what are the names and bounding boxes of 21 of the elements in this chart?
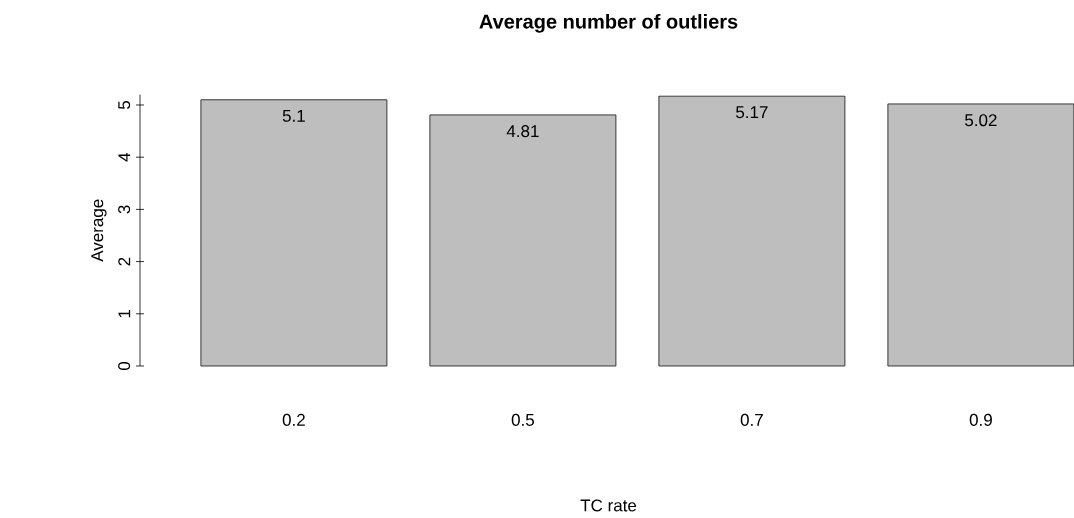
x-tick-label: 0.2 [282, 413, 305, 426]
data-label: 5.1 [282, 109, 305, 122]
y-tick-label: 5 [118, 100, 131, 110]
bar [200, 99, 388, 367]
bar [429, 114, 617, 367]
bar [658, 95, 846, 367]
bar [887, 103, 1074, 367]
data-label: 5.02 [965, 114, 997, 127]
x-axis-title: TC rate [580, 499, 637, 512]
x-tick-label: 0.7 [740, 413, 763, 426]
chart-title: Average number of outliers [479, 13, 738, 33]
data-label: 4.81 [506, 125, 539, 138]
y-tick-label: 2 [118, 257, 131, 266]
data-label: 5.17 [736, 106, 768, 119]
y-tick-label: 1 [118, 309, 131, 318]
y-tick-label: 0 [118, 361, 131, 371]
x-tick-label: 0.9 [969, 413, 992, 426]
x-tick-label: 0.5 [511, 413, 534, 426]
y-axis-title: Average [91, 199, 107, 262]
y-tick-label: 4 [118, 152, 131, 162]
y-tick-label: 3 [118, 205, 131, 214]
